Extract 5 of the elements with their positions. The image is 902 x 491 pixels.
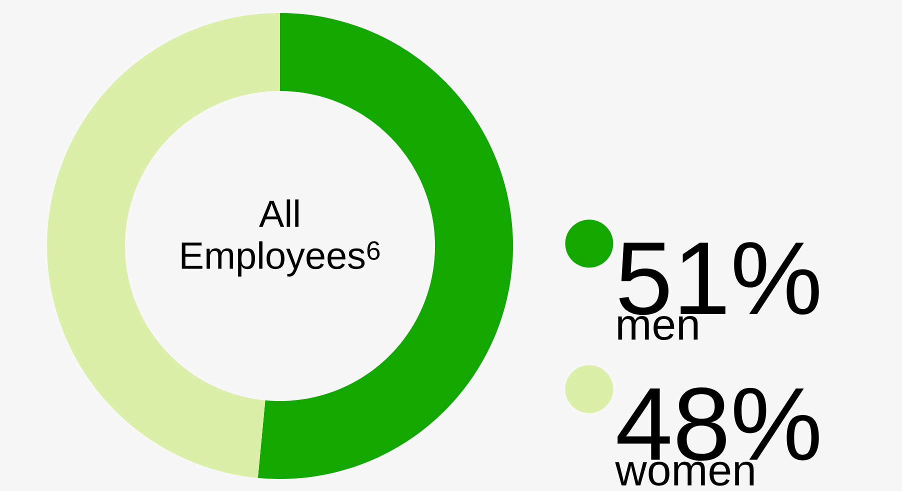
text: All Employees$^{6}$: [182, 199, 380, 277]
legend-label: men: [618, 316, 698, 340]
legend-label: women: [615, 462, 754, 486]
data-label: 48%: [618, 387, 819, 461]
data-label: 51%: [619, 242, 819, 316]
